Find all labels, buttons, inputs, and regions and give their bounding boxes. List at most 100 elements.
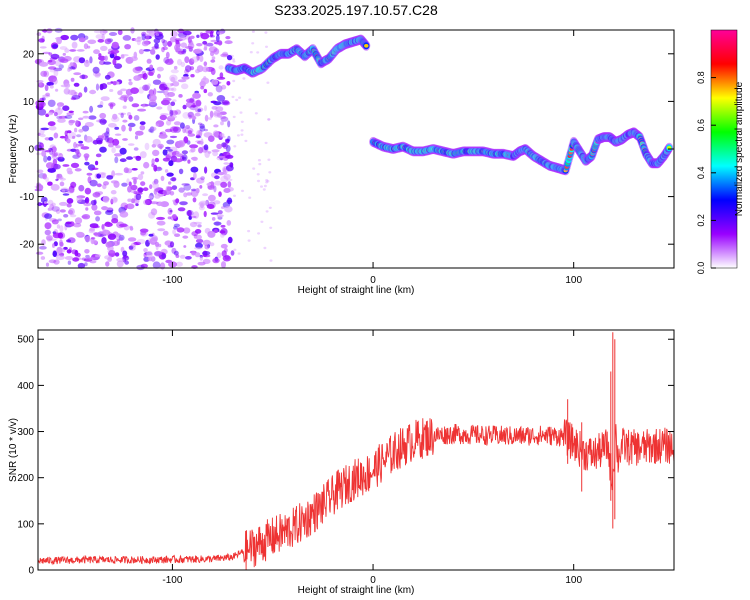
noise-blob [95, 160, 99, 166]
noise-blob [92, 140, 99, 145]
noise-blob [44, 150, 52, 153]
spectrogram-x-label: Height of straight line (km) [298, 285, 415, 296]
noise-blob [220, 53, 229, 58]
noise-blob [252, 167, 256, 170]
noise-blob [162, 189, 172, 196]
noise-blob [54, 59, 62, 67]
noise-blob [201, 66, 210, 73]
noise-blob [60, 34, 69, 41]
noise-blob [216, 143, 223, 150]
noise-blob [174, 233, 181, 237]
noise-blob [192, 197, 197, 203]
noise-blob [136, 39, 141, 46]
colorbar: 0.0 0.2 0.4 0.6 0.8 Normalized spectral ampl… [696, 29, 745, 274]
noise-blob [149, 64, 154, 70]
noise-blob [202, 258, 211, 264]
noise-blob [204, 114, 209, 122]
noise-blob [146, 58, 152, 64]
noise-blob [139, 151, 147, 159]
noise-blob [220, 121, 224, 126]
noise-blob [179, 201, 188, 206]
noise-blob [52, 44, 58, 49]
noise-blob [122, 105, 127, 109]
noise-blob [154, 157, 160, 163]
noise-blob [88, 115, 97, 120]
noise-blob [168, 160, 174, 167]
noise-blob [203, 61, 208, 67]
noise-blob [193, 221, 202, 225]
noise-blob [195, 242, 203, 249]
noise-blob [114, 156, 119, 164]
noise-blob [52, 78, 58, 85]
y-tick-label: 10 [23, 97, 35, 108]
noise-blob [83, 153, 90, 159]
noise-blob [159, 83, 168, 91]
noise-blob [66, 249, 72, 254]
snr-y-label: SNR (10 * v/v) [8, 418, 19, 482]
noise-blob [79, 74, 88, 80]
noise-blob [143, 199, 151, 206]
noise-blob [50, 184, 60, 191]
noise-blob [119, 158, 127, 163]
noise-blob [52, 232, 62, 239]
noise-blob [258, 162, 262, 166]
spectrogram-y-label: Frequency (Hz) [8, 115, 19, 184]
noise-blob [244, 139, 248, 143]
colorbar-tick-label: 0.2 [696, 214, 706, 227]
noise-blob [93, 49, 100, 55]
noise-blob [66, 138, 71, 144]
noise-blob [117, 90, 123, 96]
noise-blob [177, 207, 186, 212]
noise-blob [176, 227, 185, 233]
noise-blob [114, 126, 120, 130]
noise-blob [248, 98, 252, 101]
noise-blob [55, 209, 61, 215]
noise-blob [75, 149, 80, 155]
noise-blob [193, 172, 197, 180]
noise-blob [84, 60, 90, 68]
noise-blob [159, 262, 166, 270]
noise-blob [84, 122, 94, 127]
noise-blob [105, 241, 112, 248]
colorbar-tick-label: 0.4 [696, 167, 706, 180]
noise-blob [135, 193, 142, 200]
noise-blob [66, 188, 75, 194]
noise-blob [197, 108, 202, 113]
noise-blob [266, 180, 270, 183]
noise-blob [72, 135, 76, 139]
noise-blob [150, 208, 158, 216]
noise-blob [68, 131, 77, 139]
noise-blob [125, 203, 135, 210]
noise-blob [220, 224, 226, 228]
noise-blob [179, 122, 185, 129]
noise-blob [56, 224, 61, 229]
y-tick-label: 300 [17, 427, 34, 438]
noise-blob [195, 48, 203, 54]
noise-blob [93, 232, 100, 236]
noise-blob [114, 172, 124, 176]
noise-blob [208, 117, 212, 120]
noise-blob [182, 30, 192, 36]
noise-blob [73, 82, 80, 87]
noise-blob [227, 197, 233, 205]
noise-blob [124, 44, 131, 50]
noise-blob [66, 198, 74, 204]
noise-blob [225, 139, 230, 144]
noise-blob [156, 106, 163, 110]
noise-blob [153, 164, 158, 172]
noise-blob [173, 226, 178, 230]
noise-blob [175, 261, 183, 267]
noise-blob [197, 122, 203, 126]
noise-blob [81, 125, 90, 132]
noise-blob [135, 130, 144, 136]
noise-blob [178, 187, 185, 193]
noise-blob [240, 120, 244, 124]
noise-blob [140, 181, 146, 187]
noise-blob [141, 40, 149, 47]
noise-blob [76, 134, 82, 138]
noise-blob [104, 131, 110, 138]
noise-blob [45, 162, 55, 169]
noise-blob [87, 39, 97, 45]
noise-blob [89, 105, 94, 113]
noise-blob [88, 257, 95, 260]
